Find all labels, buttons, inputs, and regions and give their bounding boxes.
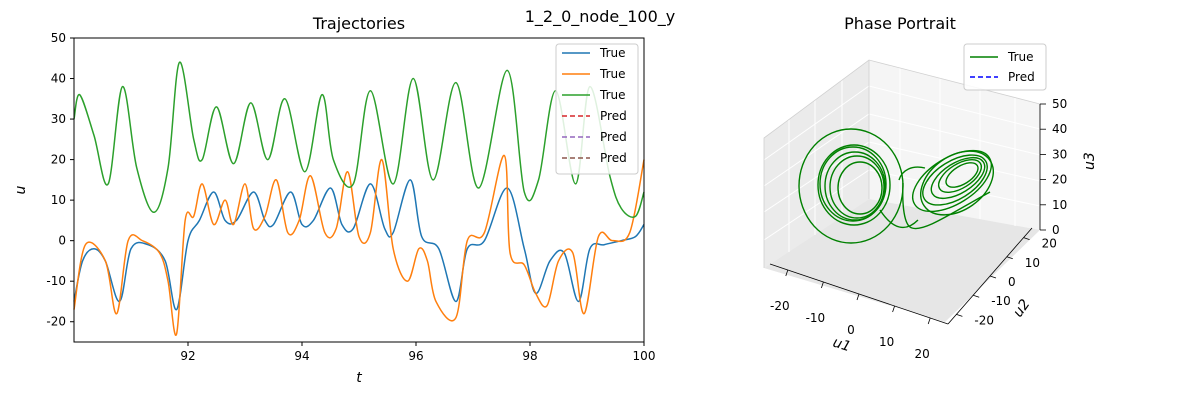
x-tick-label: 92 (180, 349, 195, 363)
u1-tick-label: -20 (770, 299, 790, 313)
trajectories-legend: True True True Pred Pred Pred (555, 43, 639, 175)
phase-u2-label: u2 (1010, 296, 1033, 320)
u2-tick-label: 10 (1025, 256, 1040, 270)
trajectories-legend-box (555, 43, 639, 175)
u3-tick-label: 20 (1052, 173, 1067, 187)
u2-tick-mark (973, 294, 980, 298)
u3-tick-label: 10 (1052, 198, 1067, 212)
attractor-loop (937, 159, 983, 193)
attractor-curve (798, 128, 994, 244)
u1-tick-label: 20 (915, 347, 930, 361)
attractor-loop (824, 151, 886, 221)
phase-left-pane (764, 60, 869, 268)
trajectories-title: Trajectories (312, 14, 405, 33)
y-tick-label: 30 (51, 112, 66, 126)
u2-tick-mark (1006, 256, 1013, 260)
u1-tick-mark (927, 317, 931, 325)
y-tick-label: -20 (46, 315, 66, 329)
y-tick-label: -10 (46, 274, 66, 288)
phase-right-pane (869, 60, 1040, 230)
legend-label: Pred (600, 130, 627, 144)
x-tick-label: 96 (408, 349, 423, 363)
legend-label: True (599, 88, 626, 102)
u3-tick-label: 0 (1052, 223, 1060, 237)
legend-label: Pred (600, 151, 627, 165)
legend-label: True (599, 67, 626, 81)
u1-tick-mark (892, 305, 895, 313)
attractor-strand (879, 209, 919, 229)
y-tick-label: 10 (51, 193, 66, 207)
phase-grid (763, 68, 1041, 252)
u2-tick-mark (989, 275, 997, 279)
phase-title: Phase Portrait (844, 14, 956, 33)
phase-legend-label: True (1007, 50, 1034, 64)
u1-tick-mark (856, 293, 860, 301)
x-tick-label: 100 (633, 349, 656, 363)
trajectories-xlabel: t (356, 370, 362, 386)
trajectory-line-1 (73, 179, 645, 311)
trajectory-line-2 (73, 154, 645, 336)
legend-label: True (599, 46, 626, 60)
u3-tick-label: 30 (1052, 147, 1067, 161)
trajectories-x-ticks: 92 94 96 98 100 (180, 342, 655, 363)
attractor-loop (817, 144, 891, 226)
u2-tick-mark (1023, 237, 1030, 240)
trajectories-axes-frame (73, 37, 645, 343)
attractor-loop (922, 154, 988, 206)
u1-tick-label: 10 (879, 335, 894, 349)
phase-portrait-panel: Phase Portrait (763, 14, 1098, 361)
y-tick-label: 0 (58, 234, 66, 248)
u2-tick-label: 0 (1008, 275, 1016, 289)
y-tick-label: 20 (51, 153, 66, 167)
trajectories-panel: Trajectories 92 94 96 98 100 -20 -10 0 10 20 30 40… (13, 14, 655, 386)
x-tick-label: 94 (294, 349, 309, 363)
attractor-loop (829, 155, 885, 219)
attractor-loop (920, 150, 994, 216)
y-tick-label: 40 (51, 72, 66, 86)
attractor-strand (898, 166, 926, 181)
phase-u3-label: u3 (1082, 152, 1098, 170)
u1-tick-label: -10 (806, 311, 826, 325)
phase-legend-box (963, 43, 1047, 91)
figure-suptitle: 1_2_0_node_100_y (525, 7, 675, 27)
u2-tick-label: 20 (1042, 237, 1057, 251)
attractor-loop (837, 161, 883, 215)
u1-tick-mark (821, 281, 824, 289)
attractor-loop (945, 162, 979, 188)
trajectories-ylabel: u (13, 185, 29, 194)
phase-u1-label: u1 (831, 335, 853, 356)
phase-legend: True Pred (963, 43, 1047, 91)
u2-tick-label: -10 (991, 294, 1011, 308)
phase-legend-label: Pred (1008, 70, 1035, 84)
trajectories-y-ticks: -20 -10 0 10 20 30 40 50 (46, 31, 74, 329)
u1-tick-mark (785, 269, 789, 277)
phase-floor-pane (764, 199, 1040, 322)
u2-tick-mark (956, 314, 963, 317)
attractor-loop (819, 146, 887, 222)
legend-label: Pred (600, 109, 627, 123)
attractor-strand (902, 182, 991, 230)
x-tick-label: 98 (522, 349, 537, 363)
attractor-loop (930, 156, 986, 200)
u2-tick-label: -20 (974, 313, 994, 327)
u3-tick-label: 50 (1052, 97, 1067, 111)
u3-tick-label: 40 (1052, 122, 1067, 136)
u1-tick-label: 0 (847, 323, 855, 337)
y-tick-label: 50 (51, 31, 66, 45)
